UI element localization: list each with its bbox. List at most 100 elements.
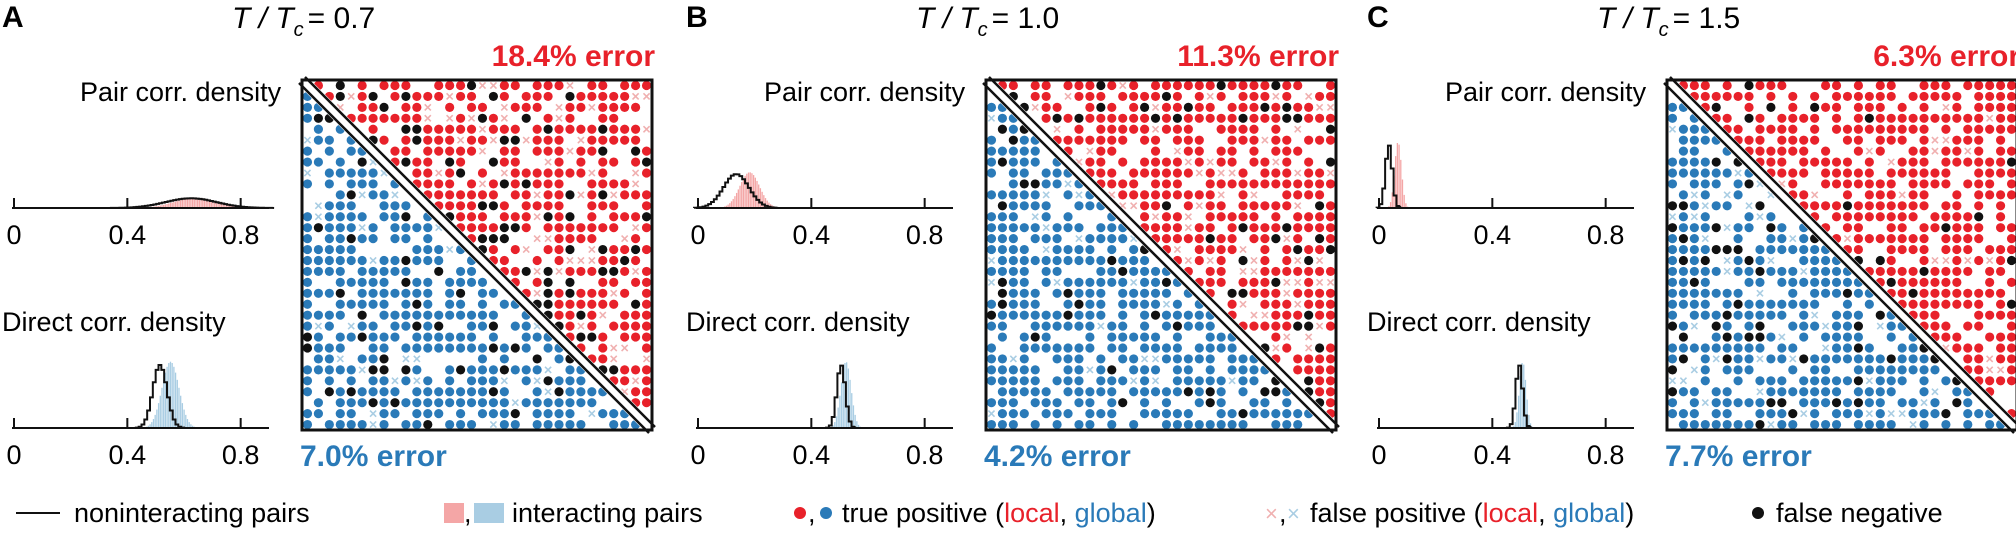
true-positive-local bbox=[1985, 179, 1994, 188]
false-positive-local bbox=[1207, 257, 1213, 263]
true-positive-local bbox=[1085, 136, 1094, 145]
true-positive-local bbox=[1042, 81, 1051, 90]
true-positive-local bbox=[1304, 103, 1313, 112]
true-positive-global bbox=[500, 354, 509, 363]
true-positive-local bbox=[1930, 92, 1939, 101]
false-negative bbox=[336, 289, 345, 298]
true-positive-local bbox=[1985, 92, 1994, 101]
true-positive-local bbox=[1974, 136, 1983, 145]
true-positive-local bbox=[1107, 114, 1116, 123]
true-positive-local bbox=[1151, 168, 1160, 177]
true-positive-global bbox=[336, 343, 345, 352]
true-positive-local bbox=[631, 136, 640, 145]
true-positive-local bbox=[1930, 311, 1939, 320]
true-positive-local bbox=[1173, 190, 1182, 199]
true-positive-global bbox=[1963, 398, 1972, 407]
false-positive-global bbox=[1713, 356, 1719, 362]
interacting-bar bbox=[738, 189, 739, 208]
true-positive-global bbox=[1810, 354, 1819, 363]
true-positive-global bbox=[1679, 168, 1688, 177]
true-positive-global bbox=[314, 267, 323, 276]
true-positive-local bbox=[1151, 179, 1160, 188]
true-positive-local bbox=[1238, 201, 1247, 210]
true-positive-local bbox=[1162, 190, 1171, 199]
legend-comma: , bbox=[808, 498, 816, 528]
true-positive-local bbox=[1184, 125, 1193, 134]
true-positive-local bbox=[642, 365, 651, 374]
true-positive-global bbox=[1701, 190, 1710, 199]
true-positive-global bbox=[379, 300, 388, 309]
direct-density-title: Direct corr. density bbox=[2, 307, 226, 337]
interacting-bar bbox=[1404, 195, 1405, 208]
false-positive-local bbox=[1998, 367, 2004, 373]
true-positive-local bbox=[609, 114, 618, 123]
true-positive-global bbox=[1668, 289, 1677, 298]
true-positive-local bbox=[620, 365, 629, 374]
true-positive-global bbox=[1085, 409, 1094, 418]
true-positive-global bbox=[336, 420, 345, 429]
true-positive-global bbox=[314, 289, 323, 298]
true-positive-global bbox=[478, 398, 487, 407]
true-positive-global bbox=[336, 223, 345, 232]
true-positive-local bbox=[1085, 92, 1094, 101]
true-positive-global bbox=[314, 332, 323, 341]
true-positive-global bbox=[1679, 420, 1688, 429]
false-positive-global bbox=[1702, 400, 1708, 406]
true-positive-local bbox=[2007, 168, 2016, 177]
true-positive-local bbox=[544, 223, 553, 232]
true-positive-local bbox=[598, 354, 607, 363]
true-positive-local bbox=[1985, 311, 1994, 320]
true-positive-global bbox=[987, 103, 996, 112]
true-positive-local bbox=[1887, 267, 1896, 276]
false-negative bbox=[1315, 201, 1324, 210]
true-positive-global bbox=[303, 267, 312, 276]
true-positive-local bbox=[1821, 147, 1830, 156]
true-positive-local bbox=[1217, 201, 1226, 210]
false-negative bbox=[401, 157, 410, 166]
true-positive-local bbox=[1228, 114, 1237, 123]
true-positive-global bbox=[1074, 354, 1083, 363]
true-positive-local bbox=[1195, 245, 1204, 254]
true-positive-global bbox=[1118, 332, 1127, 341]
true-positive-local bbox=[1293, 190, 1302, 199]
true-positive-local bbox=[1228, 212, 1237, 221]
true-positive-global bbox=[1690, 179, 1699, 188]
true-positive-global bbox=[1140, 289, 1149, 298]
true-positive-local bbox=[1952, 332, 1961, 341]
true-positive-local bbox=[609, 322, 618, 331]
true-positive-local bbox=[1173, 179, 1182, 188]
true-positive-local bbox=[1195, 136, 1204, 145]
true-positive-global bbox=[1206, 332, 1215, 341]
false-positive-global bbox=[414, 378, 420, 384]
true-positive-global bbox=[325, 420, 334, 429]
false-negative bbox=[565, 245, 574, 254]
true-positive-local bbox=[1282, 81, 1291, 90]
true-positive-global bbox=[1810, 300, 1819, 309]
true-positive-global bbox=[1679, 267, 1688, 276]
true-positive-global bbox=[1843, 278, 1852, 287]
true-positive-local bbox=[1206, 201, 1215, 210]
true-positive-global bbox=[1679, 136, 1688, 145]
true-positive-global bbox=[1777, 409, 1786, 418]
true-positive-local bbox=[587, 179, 596, 188]
true-positive-global bbox=[1744, 212, 1753, 221]
false-positive-global bbox=[392, 378, 398, 384]
true-positive-global bbox=[1887, 376, 1896, 385]
true-positive-global bbox=[379, 278, 388, 287]
true-positive-local bbox=[1723, 81, 1732, 90]
false-negative bbox=[1282, 223, 1291, 232]
true-positive-local bbox=[1184, 114, 1193, 123]
true-positive-global bbox=[1766, 212, 1775, 221]
true-positive-local bbox=[554, 157, 563, 166]
true-positive-global bbox=[987, 322, 996, 331]
false-negative bbox=[576, 311, 585, 320]
true-positive-local bbox=[1107, 81, 1116, 90]
true-positive-local bbox=[1909, 168, 1918, 177]
false-positive-global bbox=[1163, 301, 1169, 307]
true-positive-local bbox=[1195, 234, 1204, 243]
true-positive-local bbox=[1810, 201, 1819, 210]
true-positive-global bbox=[1777, 343, 1786, 352]
true-positive-global bbox=[1140, 376, 1149, 385]
true-positive-local bbox=[522, 223, 531, 232]
